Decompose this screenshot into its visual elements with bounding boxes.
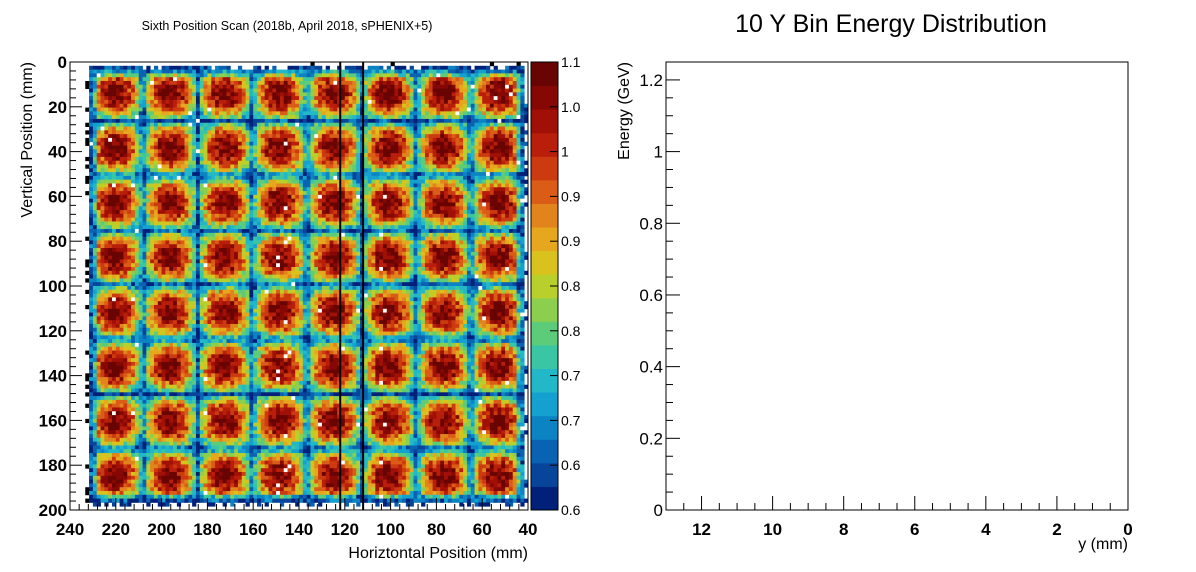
x-tick-label: 10 xyxy=(763,520,782,539)
colorbar-swatch xyxy=(531,415,558,440)
x-tick-label: 8 xyxy=(839,520,848,539)
colorbar-swatch xyxy=(531,62,558,87)
y-tick-label: 180 xyxy=(39,456,67,475)
colorbar-tick-label: 0.8 xyxy=(561,323,581,339)
y-tick-label: 120 xyxy=(39,322,67,341)
colorbar-swatch xyxy=(531,227,558,252)
x-tick-label: 80 xyxy=(427,520,446,539)
x-tick-label: 12 xyxy=(692,520,711,539)
colorbar-swatch xyxy=(531,392,558,417)
x-tick-label: 40 xyxy=(519,520,538,539)
heatmap-title: Sixth Position Scan (2018b, April 2018, … xyxy=(142,19,433,33)
colorbar-swatch xyxy=(531,439,558,464)
colorbar-tick-label: 0.7 xyxy=(561,412,581,428)
energy-x-label: y (mm) xyxy=(1078,536,1128,553)
energy-title: 10 Y Bin Energy Distribution xyxy=(735,10,1047,38)
x-tick-label: 160 xyxy=(239,520,267,539)
x-tick-label: 200 xyxy=(147,520,175,539)
colorbar-tick-label: 0.6 xyxy=(561,457,581,473)
y-tick-label: 40 xyxy=(48,143,67,162)
heatmap-x-axis: 240 220 200 180 160 140 120 100 80 60 40 xyxy=(56,498,538,539)
y-tick-label: 200 xyxy=(39,501,67,520)
x-tick-label: 6 xyxy=(910,520,919,539)
energy-y-label: Energy (GeV) xyxy=(616,62,633,160)
x-tick-label: 220 xyxy=(102,520,130,539)
colorbar-swatch xyxy=(531,203,558,228)
heatmap-cells xyxy=(85,62,529,507)
y-tick-label: 100 xyxy=(39,277,67,296)
x-tick-label: 120 xyxy=(331,520,359,539)
colorbar-tick-label: 1 xyxy=(561,144,569,160)
colorbar-tick-label: 0.7 xyxy=(561,368,581,384)
x-tick-label: 100 xyxy=(376,520,404,539)
y-tick-label: 20 xyxy=(48,98,67,117)
colorbar-swatch xyxy=(531,132,558,157)
energy-frame xyxy=(665,61,1129,511)
colorbar-tick-label: 1.1 xyxy=(561,54,581,70)
x-tick-label: 2 xyxy=(1052,520,1061,539)
colorbar-tick-label: 0.9 xyxy=(561,188,581,204)
colorbar-tick-label: 1.0 xyxy=(561,99,581,115)
x-tick-label: 240 xyxy=(56,520,84,539)
y-tick-label: 0.8 xyxy=(639,214,663,233)
x-tick-label: 60 xyxy=(473,520,492,539)
y-tick-label: 80 xyxy=(48,232,67,251)
heatmap-y-label: Vertical Position (mm) xyxy=(19,62,36,218)
y-tick-label: 1.2 xyxy=(639,71,663,90)
y-tick-label: 0.4 xyxy=(639,358,663,377)
colorbar-swatch xyxy=(531,85,558,110)
heatmap-panel: Sixth Position Scan (2018b, April 2018, … xyxy=(19,19,581,562)
scan-lines xyxy=(339,62,365,510)
y-tick-label: 1 xyxy=(654,143,663,162)
y-tick-label: 0 xyxy=(58,53,67,72)
y-tick-label: 60 xyxy=(48,187,67,206)
heatmap-y-axis: 0 20 40 60 80 100 120 140 160 180 200 xyxy=(39,53,82,520)
colorbar-swatch xyxy=(531,462,558,487)
colorbar: 1.1 1.0 1 0.9 0.9 0.8 0.8 0.7 0.7 0.6 0.6 xyxy=(530,54,581,518)
y-tick-label: 160 xyxy=(39,411,67,430)
colorbar-swatch xyxy=(531,297,558,322)
colorbar-tick-label: 0.8 xyxy=(561,278,581,294)
energy-panel: 10 Y Bin Energy Distribution 12 10 8 6 4 2 0 0… xyxy=(616,10,1133,553)
energy-x-axis: 12 10 8 6 4 2 0 xyxy=(665,496,1133,539)
colorbar-swatch xyxy=(531,156,558,181)
colorbar-swatch xyxy=(531,179,558,204)
colorbar-swatch xyxy=(531,344,558,370)
x-tick-label: 0 xyxy=(1123,520,1132,539)
energy-y-axis: 0 0.2 0.4 0.6 0.8 1 1.2 xyxy=(639,61,680,520)
colorbar-swatch xyxy=(531,109,558,134)
colorbar-swatch xyxy=(531,250,558,275)
x-tick-label: 4 xyxy=(981,520,991,539)
colorbar-tick-label: 0.9 xyxy=(561,233,581,249)
colorbar-swatch xyxy=(531,486,558,511)
y-tick-label: 0.6 xyxy=(639,286,663,305)
colorbar-tick-label: 0.6 xyxy=(561,502,581,518)
x-tick-label: 180 xyxy=(193,520,221,539)
y-tick-label: 0 xyxy=(654,501,663,520)
y-tick-label: 140 xyxy=(39,367,67,386)
x-tick-label: 140 xyxy=(285,520,313,539)
heatmap-x-label: Horiztontal Position (mm) xyxy=(348,545,528,562)
colorbar-swatch xyxy=(531,321,558,346)
y-tick-label: 0.2 xyxy=(639,429,663,448)
colorbar-swatch xyxy=(531,368,558,393)
